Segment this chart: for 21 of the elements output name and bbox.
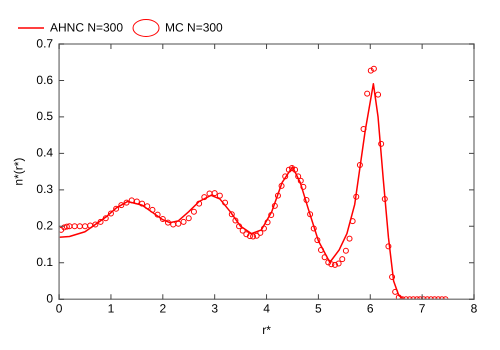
y-axis-title: n*(r*) bbox=[12, 158, 26, 186]
x-tick-label: 8 bbox=[470, 302, 478, 316]
x-tick-label: 7 bbox=[418, 302, 426, 316]
y-tick-label: 0.1 bbox=[36, 255, 54, 270]
x-tick-label: 3 bbox=[211, 302, 218, 316]
y-tick-label: 0.4 bbox=[36, 146, 54, 160]
y-tick-label: 0.3 bbox=[36, 182, 54, 196]
x-axis-title: r* bbox=[262, 323, 272, 338]
y-tick-label: 0.2 bbox=[36, 218, 54, 233]
y-tick-label: 0 bbox=[46, 292, 54, 306]
x-tick-label: 0 bbox=[56, 302, 63, 316]
y-tick-label: 0.6 bbox=[36, 72, 54, 87]
legend-label: MC N=300 bbox=[165, 20, 224, 34]
x-tick-label: 4 bbox=[263, 302, 270, 316]
x-tick-label: 5 bbox=[315, 302, 322, 316]
x-tick-label: 1 bbox=[108, 302, 115, 316]
x-tick-label: 6 bbox=[366, 302, 374, 316]
y-tick-label: 0.5 bbox=[36, 109, 54, 124]
x-tick-label: 2 bbox=[159, 302, 166, 316]
y-tick-label: 0.7 bbox=[36, 36, 54, 50]
legend-label: AHNC N=300 bbox=[50, 20, 124, 34]
